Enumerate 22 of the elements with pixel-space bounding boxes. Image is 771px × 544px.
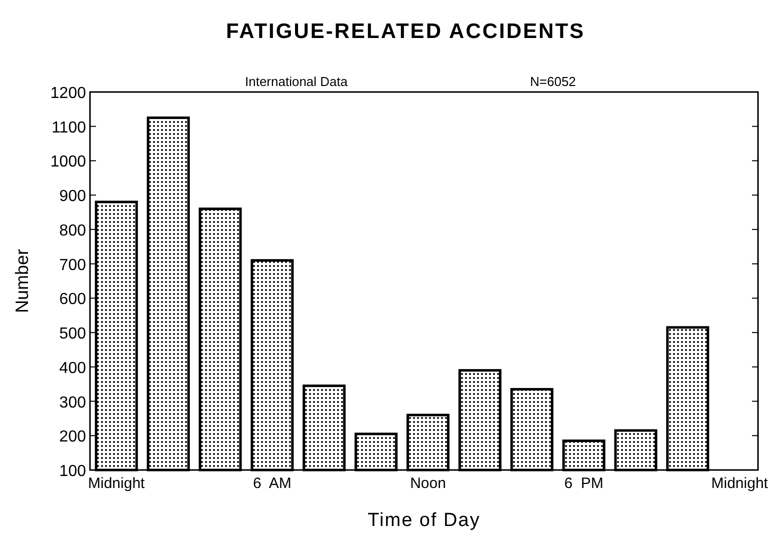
y-tick-label: 500 [59,326,86,343]
y-tick-label: 400 [59,360,86,377]
y-tick-label: 900 [59,188,86,206]
x-tick-label: Midnight [88,475,146,492]
y-tick-label: 700 [59,256,86,274]
y-tick-label: 1000 [50,154,86,171]
chart-title: FATIGUE-RELATED ACCIDENTS [226,20,586,43]
x-tick-label: Noon [410,475,446,492]
y-tick-label: 1100 [52,119,86,136]
y-axis-title: Number [12,248,32,314]
y-tick-label: 100 [59,463,86,480]
y-tick-label: 300 [59,394,86,412]
x-tick-label: 6 AM [253,475,292,492]
y-tick-label: 200 [59,428,86,446]
text: International Data [245,74,348,89]
y-tick-label: 600 [59,291,86,308]
x-tick-label: 6 PM [564,475,604,492]
y-tick-label: 1200 [50,85,86,102]
x-axis-title: Time of Day [368,510,480,531]
text: N=6052 [530,74,576,89]
x-tick-label: Midnight [711,475,769,492]
y-tick-label: 800 [59,222,86,240]
